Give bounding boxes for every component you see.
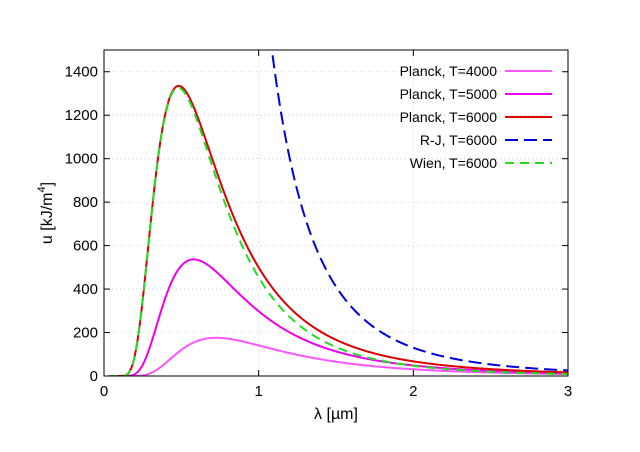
grid [104, 50, 568, 376]
series-line-wien-t-6000 [108, 86, 568, 376]
series-line-planck-t-6000 [108, 84, 568, 376]
y-tick-label: 1000 [65, 151, 98, 168]
y-tick-label: 0 [90, 368, 98, 385]
x-tick-label: 0 [100, 383, 108, 400]
legend-label: Planck, T=5000 [400, 86, 498, 102]
legend-label: Wien, T=6000 [410, 155, 498, 171]
y-axis-label-sup: 4 [36, 186, 48, 192]
plot-frame [103, 49, 569, 377]
y-tick-label: 600 [73, 238, 98, 255]
y-tick-label: 400 [73, 281, 98, 298]
y-axis-label: u [kJ/m4] [36, 182, 56, 244]
y-tick-label: 800 [73, 194, 98, 211]
legend-label: Planck, T=6000 [400, 109, 498, 125]
y-tick-label: 1200 [65, 107, 98, 124]
y-axis-label-close: ] [39, 182, 56, 186]
x-tick-label: 3 [564, 383, 572, 400]
x-tick-label: 1 [254, 383, 262, 400]
series-line-planck-t-5000 [108, 258, 568, 376]
x-tick-label: 2 [409, 383, 417, 400]
axis-ticks: 0 1 2 3 0 200 400 600 800 1000 1200 1400 [65, 50, 572, 400]
y-axis-label-main: u [kJ/m [39, 193, 56, 245]
x-axis-label: λ [µm] [314, 406, 358, 423]
plot-area [108, 50, 568, 376]
y-tick-label: 1400 [65, 64, 98, 81]
legend: Planck, T=4000 Planck, T=5000 Planck, T=60… [400, 63, 552, 171]
legend-label: R-J, T=6000 [420, 132, 497, 148]
y-tick-label: 200 [73, 325, 98, 342]
legend-label: Planck, T=4000 [400, 63, 498, 79]
series-line-r-j-t-6000 [270, 50, 568, 372]
